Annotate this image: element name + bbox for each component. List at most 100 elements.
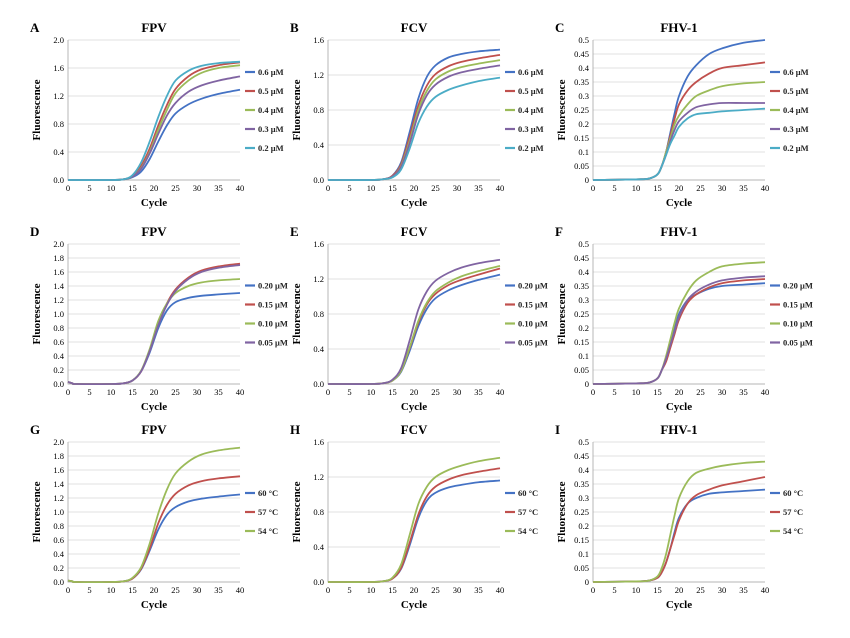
y-tick-label: 0.8 xyxy=(53,521,64,531)
chart-title: FCV xyxy=(401,20,428,35)
panel-letter: G xyxy=(30,422,40,437)
y-tick-label: 1.6 xyxy=(313,35,324,45)
y-tick-label: 2.0 xyxy=(53,239,64,249)
series-line-0-20-m xyxy=(327,273,501,385)
x-axis-label: Cycle xyxy=(401,599,427,611)
legend-label: 0.6 μM xyxy=(783,67,809,77)
x-tick-label: 30 xyxy=(453,183,462,193)
y-tick-label: 0.45 xyxy=(574,253,589,263)
x-axis-label: Cycle xyxy=(401,197,427,209)
legend-label: 57 °C xyxy=(783,507,803,517)
x-axis-label: Cycle xyxy=(666,401,692,413)
y-tick-label: 2.0 xyxy=(53,437,64,447)
chart-panel-g: 0.0 0.2 0.4 0.6 0.8 1.0 1.2 1.4 1.6 1.8 2.0 0 5 10 15 2… xyxy=(30,420,305,625)
x-tick-label: 40 xyxy=(236,183,245,193)
legend-label: 54 °C xyxy=(258,526,278,536)
chart-panel-a: 0.0 0.4 0.8 1.2 1.6 2.0 0 5 10 15 20 25 30 35 40 0.6 μM… xyxy=(30,18,305,223)
legend-label: 0.6 μM xyxy=(258,67,284,77)
y-tick-label: 1.6 xyxy=(313,437,324,447)
series-line-54-c xyxy=(327,456,501,583)
x-tick-label: 10 xyxy=(632,183,641,193)
x-tick-label: 15 xyxy=(388,183,397,193)
x-axis-label: Cycle xyxy=(141,197,167,209)
x-tick-label: 0 xyxy=(591,183,595,193)
y-tick-label: 1.8 xyxy=(53,451,64,461)
axes xyxy=(67,40,240,181)
x-tick-label: 25 xyxy=(171,585,180,595)
series-line-57-c xyxy=(592,476,766,583)
y-tick-label: 0.6 xyxy=(53,535,64,545)
y-tick-label: 0.8 xyxy=(313,507,324,517)
x-tick-label: 15 xyxy=(653,183,662,193)
y-axis-label: Fluorescence xyxy=(556,283,568,344)
x-tick-label: 40 xyxy=(236,585,245,595)
panel-letter: I xyxy=(555,422,560,437)
x-tick-label: 25 xyxy=(171,387,180,397)
chart-panel-i: 0 0.05 0.1 0.15 0.2 0.25 0.3 0.35 0.4 0.45 0.5 0 5 10… xyxy=(555,420,830,625)
y-tick-label: 0.15 xyxy=(574,535,589,545)
chart-panel-c: 0 0.05 0.1 0.15 0.2 0.25 0.3 0.35 0.4 0.45 0.5 0 5 10… xyxy=(555,18,830,223)
x-tick-label: 30 xyxy=(718,585,727,595)
legend-label: 0.3 μM xyxy=(783,124,809,134)
panel-letter: F xyxy=(555,224,563,239)
y-tick-label: 0.5 xyxy=(578,437,589,447)
y-axis-label: Fluorescence xyxy=(31,283,43,344)
x-tick-label: 30 xyxy=(453,387,462,397)
x-tick-label: 0 xyxy=(591,387,595,397)
x-tick-label: 5 xyxy=(347,585,351,595)
y-tick-label: 1.4 xyxy=(53,281,64,291)
legend-label: 0.6 μM xyxy=(518,67,544,77)
y-tick-label: 0.4 xyxy=(578,267,589,277)
y-tick-label: 1.2 xyxy=(53,91,64,101)
series-line-57-c xyxy=(327,467,501,583)
series-line-54-c xyxy=(67,446,241,583)
y-tick-label: 0.25 xyxy=(574,309,589,319)
legend-label: 0.3 μM xyxy=(518,124,544,134)
x-tick-label: 5 xyxy=(87,585,91,595)
x-tick-label: 30 xyxy=(193,387,202,397)
panel-letter: B xyxy=(290,20,299,35)
x-tick-label: 40 xyxy=(761,585,770,595)
x-tick-label: 15 xyxy=(128,585,137,595)
chart-title: FCV xyxy=(401,422,428,437)
y-tick-label: 0.4 xyxy=(53,147,64,157)
series-line-0-15-m xyxy=(592,278,766,385)
x-tick-label: 15 xyxy=(653,387,662,397)
chart-title: FPV xyxy=(141,224,167,239)
x-tick-label: 20 xyxy=(675,585,684,595)
x-tick-label: 5 xyxy=(612,387,616,397)
y-tick-label: 0.35 xyxy=(574,77,589,87)
y-tick-label: 0.0 xyxy=(53,175,64,185)
x-tick-label: 25 xyxy=(431,183,440,193)
x-tick-label: 25 xyxy=(696,387,705,397)
y-axis-label: Fluorescence xyxy=(556,481,568,542)
y-tick-label: 0.3 xyxy=(578,91,589,101)
y-tick-label: 0.2 xyxy=(578,323,589,333)
y-tick-label: 0.25 xyxy=(574,507,589,517)
x-tick-label: 0 xyxy=(326,183,330,193)
x-axis-label: Cycle xyxy=(666,599,692,611)
y-tick-label: 0.15 xyxy=(574,133,589,143)
chart-title: FHV-1 xyxy=(660,20,697,35)
y-tick-label: 1.8 xyxy=(53,253,64,263)
chart-title: FPV xyxy=(141,20,167,35)
legend-label: 54 °C xyxy=(518,526,538,536)
x-tick-label: 0 xyxy=(66,387,70,397)
x-tick-label: 25 xyxy=(431,585,440,595)
legend-label: 0.2 μM xyxy=(518,143,544,153)
y-tick-label: 0.15 xyxy=(574,337,589,347)
x-tick-label: 15 xyxy=(388,585,397,595)
y-axis-label: Fluorescence xyxy=(31,79,43,140)
chart-title: FHV-1 xyxy=(660,422,697,437)
x-tick-label: 35 xyxy=(474,183,483,193)
x-tick-label: 10 xyxy=(367,183,376,193)
x-tick-label: 10 xyxy=(367,387,376,397)
y-tick-label: 0.45 xyxy=(574,451,589,461)
y-tick-label: 1.2 xyxy=(53,295,64,305)
chart-f-svg: 0 0.05 0.1 0.15 0.2 0.25 0.3 0.35 0.4 0.45 0.5 0 5 10… xyxy=(555,224,813,413)
x-tick-label: 35 xyxy=(214,387,223,397)
series-line-0-05-m xyxy=(327,258,501,385)
x-tick-label: 35 xyxy=(739,183,748,193)
y-tick-label: 0.2 xyxy=(578,521,589,531)
